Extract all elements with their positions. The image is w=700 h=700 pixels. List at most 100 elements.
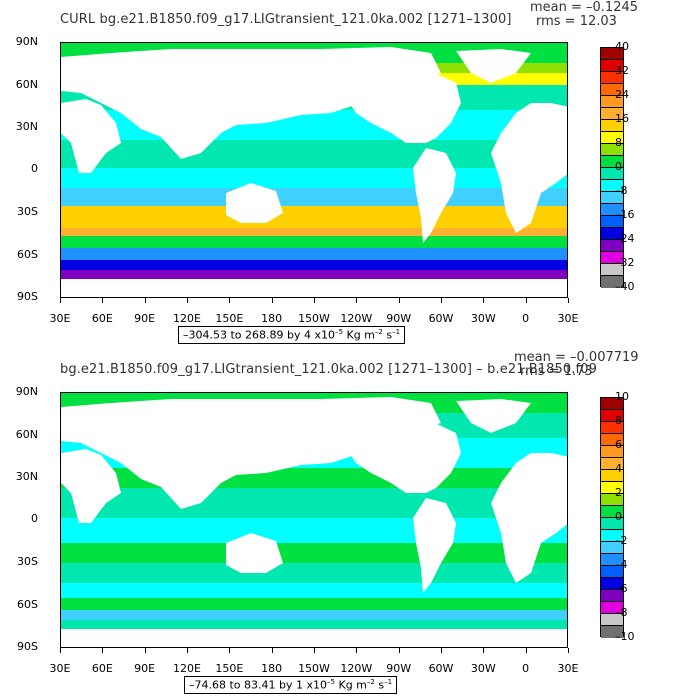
lon-tick <box>60 648 61 653</box>
colorbar-swatch <box>601 204 623 216</box>
colorbar-swatch <box>601 434 623 446</box>
colorbar <box>600 397 624 638</box>
colorbar-swatch <box>601 482 623 494</box>
colorbar-swatch <box>601 84 623 96</box>
contour-range-box: –74.68 to 83.41 by 1 x10–5 Kg m–2 s–1 <box>184 676 398 694</box>
map-plot <box>60 42 568 298</box>
australia-land <box>226 533 283 573</box>
colorbar-label: –8 <box>615 184 628 197</box>
colorbar-label: 10 <box>615 390 629 403</box>
lon-label: 60W <box>428 662 454 675</box>
lon-tick <box>229 648 230 653</box>
colorbar-label: –6 <box>615 582 628 595</box>
lon-tick <box>483 298 484 303</box>
colorbar-label: 4 <box>615 462 622 475</box>
lon-label: 90W <box>386 312 412 325</box>
colorbar-swatch <box>601 410 623 422</box>
colorbar-label: 16 <box>615 112 629 125</box>
lon-tick <box>399 648 400 653</box>
rms-label: rms = 12.03 <box>536 14 617 29</box>
range-units: Kg m <box>334 678 367 692</box>
lon-label: 150E <box>215 662 244 675</box>
colorbar-swatch <box>601 252 623 264</box>
lon-label: 60W <box>428 312 454 325</box>
colorbar-label: 6 <box>615 438 622 451</box>
colorbar-swatch <box>601 96 623 108</box>
colorbar-label: 0 <box>615 510 622 523</box>
colorbar-label: 8 <box>615 136 622 149</box>
lon-label: 150E <box>215 312 244 325</box>
colorbar-swatch <box>601 144 623 156</box>
colorbar-label: –2 <box>615 534 628 547</box>
lon-tick <box>314 648 315 653</box>
colorbar-swatch <box>601 626 623 638</box>
colorbar-swatch <box>601 578 623 590</box>
eurasia-land <box>61 47 441 159</box>
lat-label: 30N <box>15 120 38 133</box>
lon-tick <box>314 298 315 303</box>
lat-label: 0 <box>31 162 38 175</box>
lon-tick <box>399 298 400 303</box>
lon-tick <box>145 648 146 653</box>
lat-label: 60N <box>15 78 38 91</box>
lon-tick <box>145 298 146 303</box>
colorbar-swatch <box>601 108 623 120</box>
lat-label: 60N <box>15 428 38 441</box>
lat-label: 90N <box>15 35 38 48</box>
panel-bottom: bg.e21.B1850.f09_g17.LIGtransient_121.0k… <box>0 350 700 700</box>
colorbar-swatch <box>601 422 623 434</box>
lat-label: 30S <box>17 205 38 218</box>
lon-label: 30E <box>49 312 71 325</box>
colorbar-swatch <box>601 602 623 614</box>
colorbar-swatch <box>601 48 623 60</box>
lon-tick <box>356 648 357 653</box>
colorbar-swatch <box>601 566 623 578</box>
colorbar-swatch <box>601 168 623 180</box>
lon-label: 180 <box>261 312 283 325</box>
colorbar-swatch <box>601 458 623 470</box>
colorbar-swatch <box>601 60 623 72</box>
panel-top: CURL bg.e21.B1850.f09_g17.LIGtransient_1… <box>15 0 638 344</box>
greenland-land <box>456 399 531 433</box>
lat-label: 60S <box>17 598 38 611</box>
colorbar-swatch <box>601 554 623 566</box>
lon-tick <box>568 298 569 303</box>
colorbar-label: –24 <box>615 232 635 245</box>
eurasia-land <box>61 397 441 509</box>
colorbar-label: 40 <box>615 40 629 53</box>
range-text: –74.68 to 83.41 by 1 x10 <box>189 678 328 692</box>
colorbar-swatch <box>601 120 623 132</box>
colorbar-swatch <box>601 494 623 506</box>
range-exp: –1 <box>392 328 401 336</box>
lon-label: 30W <box>470 312 496 325</box>
africa-land-west <box>491 103 567 233</box>
range-text: –304.53 to 268.89 by 4 x10 <box>183 328 336 342</box>
colorbar-swatch <box>601 530 623 542</box>
lat-label: 30S <box>17 555 38 568</box>
range-exp: –5 <box>335 328 343 336</box>
north-america-land <box>346 421 461 493</box>
colorbar-swatch <box>601 470 623 482</box>
colorbar-swatch <box>601 264 623 276</box>
lon-tick <box>526 648 527 653</box>
colorbar-swatch <box>601 240 623 252</box>
lon-label: 90E <box>134 312 156 325</box>
colorbar-swatch <box>601 276 623 288</box>
lon-tick <box>187 298 188 303</box>
lon-label: 120E <box>173 662 201 675</box>
lat-label: 90N <box>15 385 38 398</box>
australia-land <box>226 183 283 223</box>
colorbar <box>600 47 624 288</box>
panel-title: bg.e21.B1850.f09_g17.LIGtransient_121.0k… <box>60 362 597 377</box>
colorbar-label: –16 <box>615 208 635 221</box>
lon-tick <box>102 648 103 653</box>
lon-label: 60E <box>91 662 113 675</box>
lon-tick <box>356 298 357 303</box>
lon-label: 90E <box>134 662 156 675</box>
lon-label: 30E <box>557 312 579 325</box>
colorbar-swatch <box>601 216 623 228</box>
lon-label: 180 <box>261 662 283 675</box>
lon-tick <box>102 298 103 303</box>
lon-tick <box>60 298 61 303</box>
greenland-land <box>456 49 531 83</box>
